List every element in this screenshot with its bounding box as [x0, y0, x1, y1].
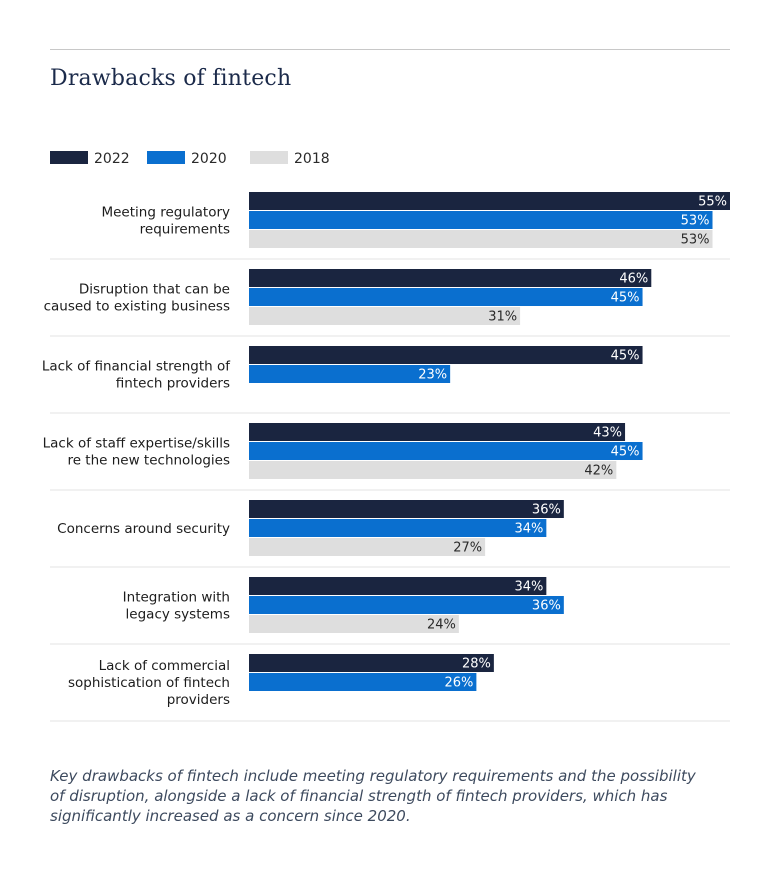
data-label: 36% [532, 503, 561, 518]
bar-2020 [249, 211, 713, 229]
legend-label-2018: 2018 [294, 151, 330, 167]
data-label: 45% [611, 349, 640, 364]
legend-swatch-2018 [250, 151, 288, 164]
bar-2020 [249, 442, 643, 460]
category-label: Disruption that can be [79, 282, 230, 298]
bar-2020 [249, 596, 564, 614]
legend-label-2020: 2020 [191, 151, 227, 167]
category-label: Lack of financial strength of [42, 359, 231, 375]
category-label: Lack of staff expertise/skills [43, 436, 230, 452]
data-label: 55% [698, 195, 727, 210]
data-label: 31% [488, 310, 517, 325]
data-label: 24% [427, 618, 456, 633]
bar-2018 [249, 615, 459, 633]
data-label: 45% [611, 445, 640, 460]
data-label: 46% [619, 272, 648, 287]
category-label: re the new technologies [67, 453, 230, 469]
data-label: 36% [532, 599, 561, 614]
data-label: 42% [584, 464, 613, 479]
bar-2020 [249, 365, 451, 383]
bar-2018 [249, 307, 521, 325]
bar-2022 [249, 269, 652, 287]
data-label: 34% [514, 522, 543, 537]
chart-title: Drawbacks of fintech [50, 66, 292, 91]
category-label: fintech providers [116, 376, 230, 392]
category-label: Concerns around security [57, 521, 230, 537]
bar-2018 [249, 538, 486, 556]
category-label: Meeting regulatory [101, 205, 230, 221]
data-label: 23% [418, 368, 447, 383]
data-label: 26% [444, 676, 473, 691]
bar-2022 [249, 346, 643, 364]
data-label: 53% [681, 233, 710, 248]
category-label: providers [167, 692, 230, 708]
bar-2022 [249, 500, 564, 518]
bar-2020 [249, 288, 643, 306]
chart-caption: Key drawbacks of fintech include meeting… [50, 767, 696, 825]
bar-2018 [249, 461, 617, 479]
data-label: 43% [593, 426, 622, 441]
bar-2020 [249, 519, 547, 537]
bar-2022 [249, 577, 547, 595]
bar-2022 [249, 192, 730, 210]
data-label: 53% [681, 214, 710, 229]
category-label: sophistication of fintech [68, 675, 230, 691]
category-label: caused to existing business [44, 299, 230, 315]
legend-swatch-2020 [147, 151, 185, 164]
legend-label-2022: 2022 [94, 151, 130, 167]
legend-swatch-2022 [50, 151, 88, 164]
top-divider [50, 49, 730, 50]
category-label: requirements [140, 222, 230, 238]
bar-2018 [249, 230, 713, 248]
data-label: 28% [462, 657, 491, 672]
data-label: 45% [611, 291, 640, 306]
category-label: Integration with [123, 590, 230, 606]
data-label: 27% [453, 541, 482, 556]
data-label: 34% [514, 580, 543, 595]
category-label: Lack of commercial [99, 658, 230, 674]
category-label: legacy systems [126, 607, 230, 623]
bar-2020 [249, 673, 477, 691]
bar-2022 [249, 423, 626, 441]
bar-2022 [249, 654, 494, 672]
